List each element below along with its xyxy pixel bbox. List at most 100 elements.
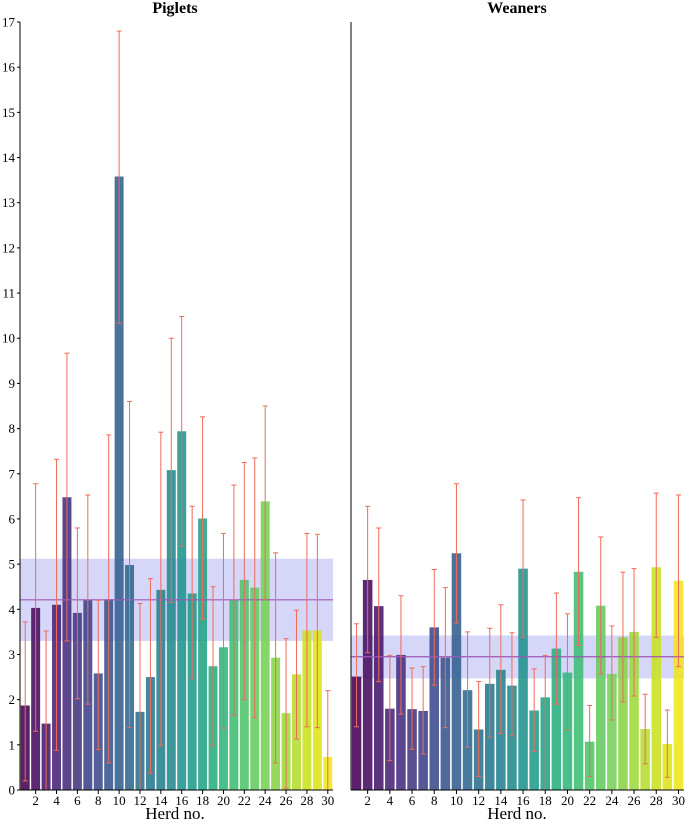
weaners-error-bar-herd-27 bbox=[642, 693, 648, 765]
weaners-x-tick-label: 16 bbox=[517, 793, 531, 808]
weaners-x-tick-label: 6 bbox=[409, 793, 416, 808]
weaners-bar-herd-5 bbox=[396, 654, 406, 790]
weaners-error-bar-herd-19 bbox=[553, 592, 559, 705]
piglets-error-bar-herd-18 bbox=[200, 416, 206, 620]
piglets-error-bar-herd-29 bbox=[314, 533, 320, 729]
piglets-y-tick-label: 16 bbox=[2, 60, 16, 75]
weaners-error-bar-herd-28 bbox=[653, 492, 659, 638]
piglets-error-bar-herd-11 bbox=[127, 400, 133, 729]
weaners-x-tick-label: 26 bbox=[628, 793, 642, 808]
piglets-y-tick-label: 6 bbox=[9, 511, 16, 526]
weaners-error-bar-herd-21 bbox=[576, 497, 582, 646]
weaners-x-tick-label: 12 bbox=[472, 793, 485, 808]
piglets-y-tick-label: 9 bbox=[9, 376, 16, 391]
weaners-bar-herd-2 bbox=[362, 579, 373, 790]
weaners-error-bar-herd-13 bbox=[487, 627, 493, 738]
weaners-bar-herd-20 bbox=[562, 672, 573, 790]
weaners-bar-herd-21 bbox=[573, 571, 584, 790]
weaners-error-bar-herd-24 bbox=[609, 625, 615, 721]
piglets-bars bbox=[20, 176, 333, 790]
piglets-error-bar-herd-15 bbox=[168, 337, 174, 604]
piglets-error-bar-herd-19 bbox=[210, 586, 216, 747]
piglets-x-tick-label: 12 bbox=[133, 793, 146, 808]
piglets-error-bar-herd-17 bbox=[189, 505, 195, 679]
piglets-error-bar-herd-14 bbox=[158, 431, 164, 747]
weaners-x-tick-label: 28 bbox=[650, 793, 663, 808]
piglets-error-bar-herd-26 bbox=[283, 638, 289, 789]
piglets-x-tick-label: 18 bbox=[196, 793, 209, 808]
weaners-error-bars bbox=[354, 483, 681, 791]
weaners-bar-herd-23 bbox=[595, 605, 606, 790]
weaners-x-label: Herd no. bbox=[487, 804, 546, 823]
weaners-error-bar-herd-14 bbox=[498, 604, 504, 735]
piglets-y-tick-label: 15 bbox=[2, 105, 15, 120]
weaners-bar-herd-26 bbox=[629, 631, 639, 790]
piglets-x-tick-label: 26 bbox=[280, 793, 294, 808]
weaners-x-tick-label: 2 bbox=[364, 793, 371, 808]
weaners-title: Weaners bbox=[487, 0, 547, 17]
piglets-error-bar-herd-16 bbox=[179, 316, 185, 547]
piglets-x-tick-label: 14 bbox=[154, 793, 168, 808]
weaners-bar-herd-3 bbox=[373, 606, 384, 790]
weaners-x-tick-label: 4 bbox=[387, 793, 394, 808]
weaners-bar-herd-28 bbox=[651, 567, 662, 790]
piglets-error-bar-herd-21 bbox=[231, 484, 237, 716]
piglets-error-bar-herd-22 bbox=[241, 461, 247, 701]
piglets-y-tick-label: 11 bbox=[2, 286, 15, 301]
piglets-bar-herd-6 bbox=[72, 612, 82, 790]
piglets-x-tick-label: 28 bbox=[300, 793, 313, 808]
piglets-error-bar-herd-8 bbox=[95, 599, 101, 750]
piglets-error-bar-herd-5 bbox=[64, 352, 70, 642]
piglets-error-bar-herd-9 bbox=[106, 434, 112, 764]
piglets-y-tick-label: 8 bbox=[9, 421, 16, 436]
weaners-error-bar-herd-11 bbox=[465, 631, 471, 748]
weaners-bar-herd-15 bbox=[507, 685, 517, 790]
weaners-bar-herd-30 bbox=[673, 580, 684, 790]
piglets-y-tick-label: 17 bbox=[2, 15, 16, 30]
piglets-y-tick-label: 0 bbox=[9, 783, 16, 798]
weaners-error-bar-herd-23 bbox=[598, 536, 604, 675]
piglets-y-tick-label: 3 bbox=[9, 647, 16, 662]
piglets-error-bar-herd-28 bbox=[304, 532, 310, 728]
piglets-y-tick-label: 2 bbox=[9, 692, 16, 707]
piglets-axes bbox=[19, 22, 333, 791]
piglets-y-tick-label: 13 bbox=[2, 195, 15, 210]
weaners-error-bar-herd-5 bbox=[398, 595, 404, 715]
piglets-x-label: Herd no. bbox=[145, 804, 204, 823]
piglets-x-tick-label: 4 bbox=[53, 793, 60, 808]
weaners-error-bar-herd-9 bbox=[442, 587, 448, 729]
weaners-error-bar-herd-4 bbox=[387, 654, 393, 762]
piglets-bar-herd-10 bbox=[114, 176, 124, 790]
weaners-x-tick-label: 14 bbox=[494, 793, 508, 808]
weaners-error-bar-herd-1 bbox=[354, 623, 360, 728]
piglets-x-tick-label: 6 bbox=[74, 793, 81, 808]
weaners-bar-herd-19 bbox=[551, 648, 562, 790]
piglets-x-tick-label: 2 bbox=[32, 793, 39, 808]
piglets-x-tick-label: 22 bbox=[238, 793, 251, 808]
weaners-x-tick-label: 30 bbox=[672, 793, 685, 808]
weaners-error-bar-herd-16 bbox=[520, 499, 526, 638]
piglets-y-tick-label: 5 bbox=[9, 557, 16, 572]
weaners-bar-herd-16 bbox=[518, 568, 528, 790]
weaners-error-bar-herd-12 bbox=[476, 681, 482, 777]
piglets-error-bar-herd-6 bbox=[74, 527, 80, 700]
weaners-error-bar-herd-25 bbox=[620, 571, 626, 703]
weaners-bar-herd-24 bbox=[607, 673, 617, 790]
piglets-bar-herd-24 bbox=[260, 501, 270, 790]
piglets-bar-herd-15 bbox=[166, 470, 176, 790]
weaners-error-bar-herd-15 bbox=[509, 632, 515, 737]
piglets-y-tick-label: 12 bbox=[2, 240, 15, 255]
piglets-error-bar-herd-24 bbox=[262, 405, 268, 600]
piglets-title: Piglets bbox=[152, 0, 197, 17]
piglets-x-tick-label: 20 bbox=[217, 793, 230, 808]
weaners-bar-herd-1 bbox=[351, 676, 362, 790]
piglets-error-bars bbox=[22, 30, 331, 791]
piglets-x-axis: 2 4 6 8 10 12 14 16 18 20 22 24 26 28 30 bbox=[32, 790, 334, 808]
weaners-error-bar-herd-22 bbox=[587, 705, 593, 777]
weaners-x-tick-label: 24 bbox=[605, 793, 619, 808]
piglets-x-tick-label: 10 bbox=[113, 793, 126, 808]
weaners-x-tick-label: 22 bbox=[583, 793, 596, 808]
